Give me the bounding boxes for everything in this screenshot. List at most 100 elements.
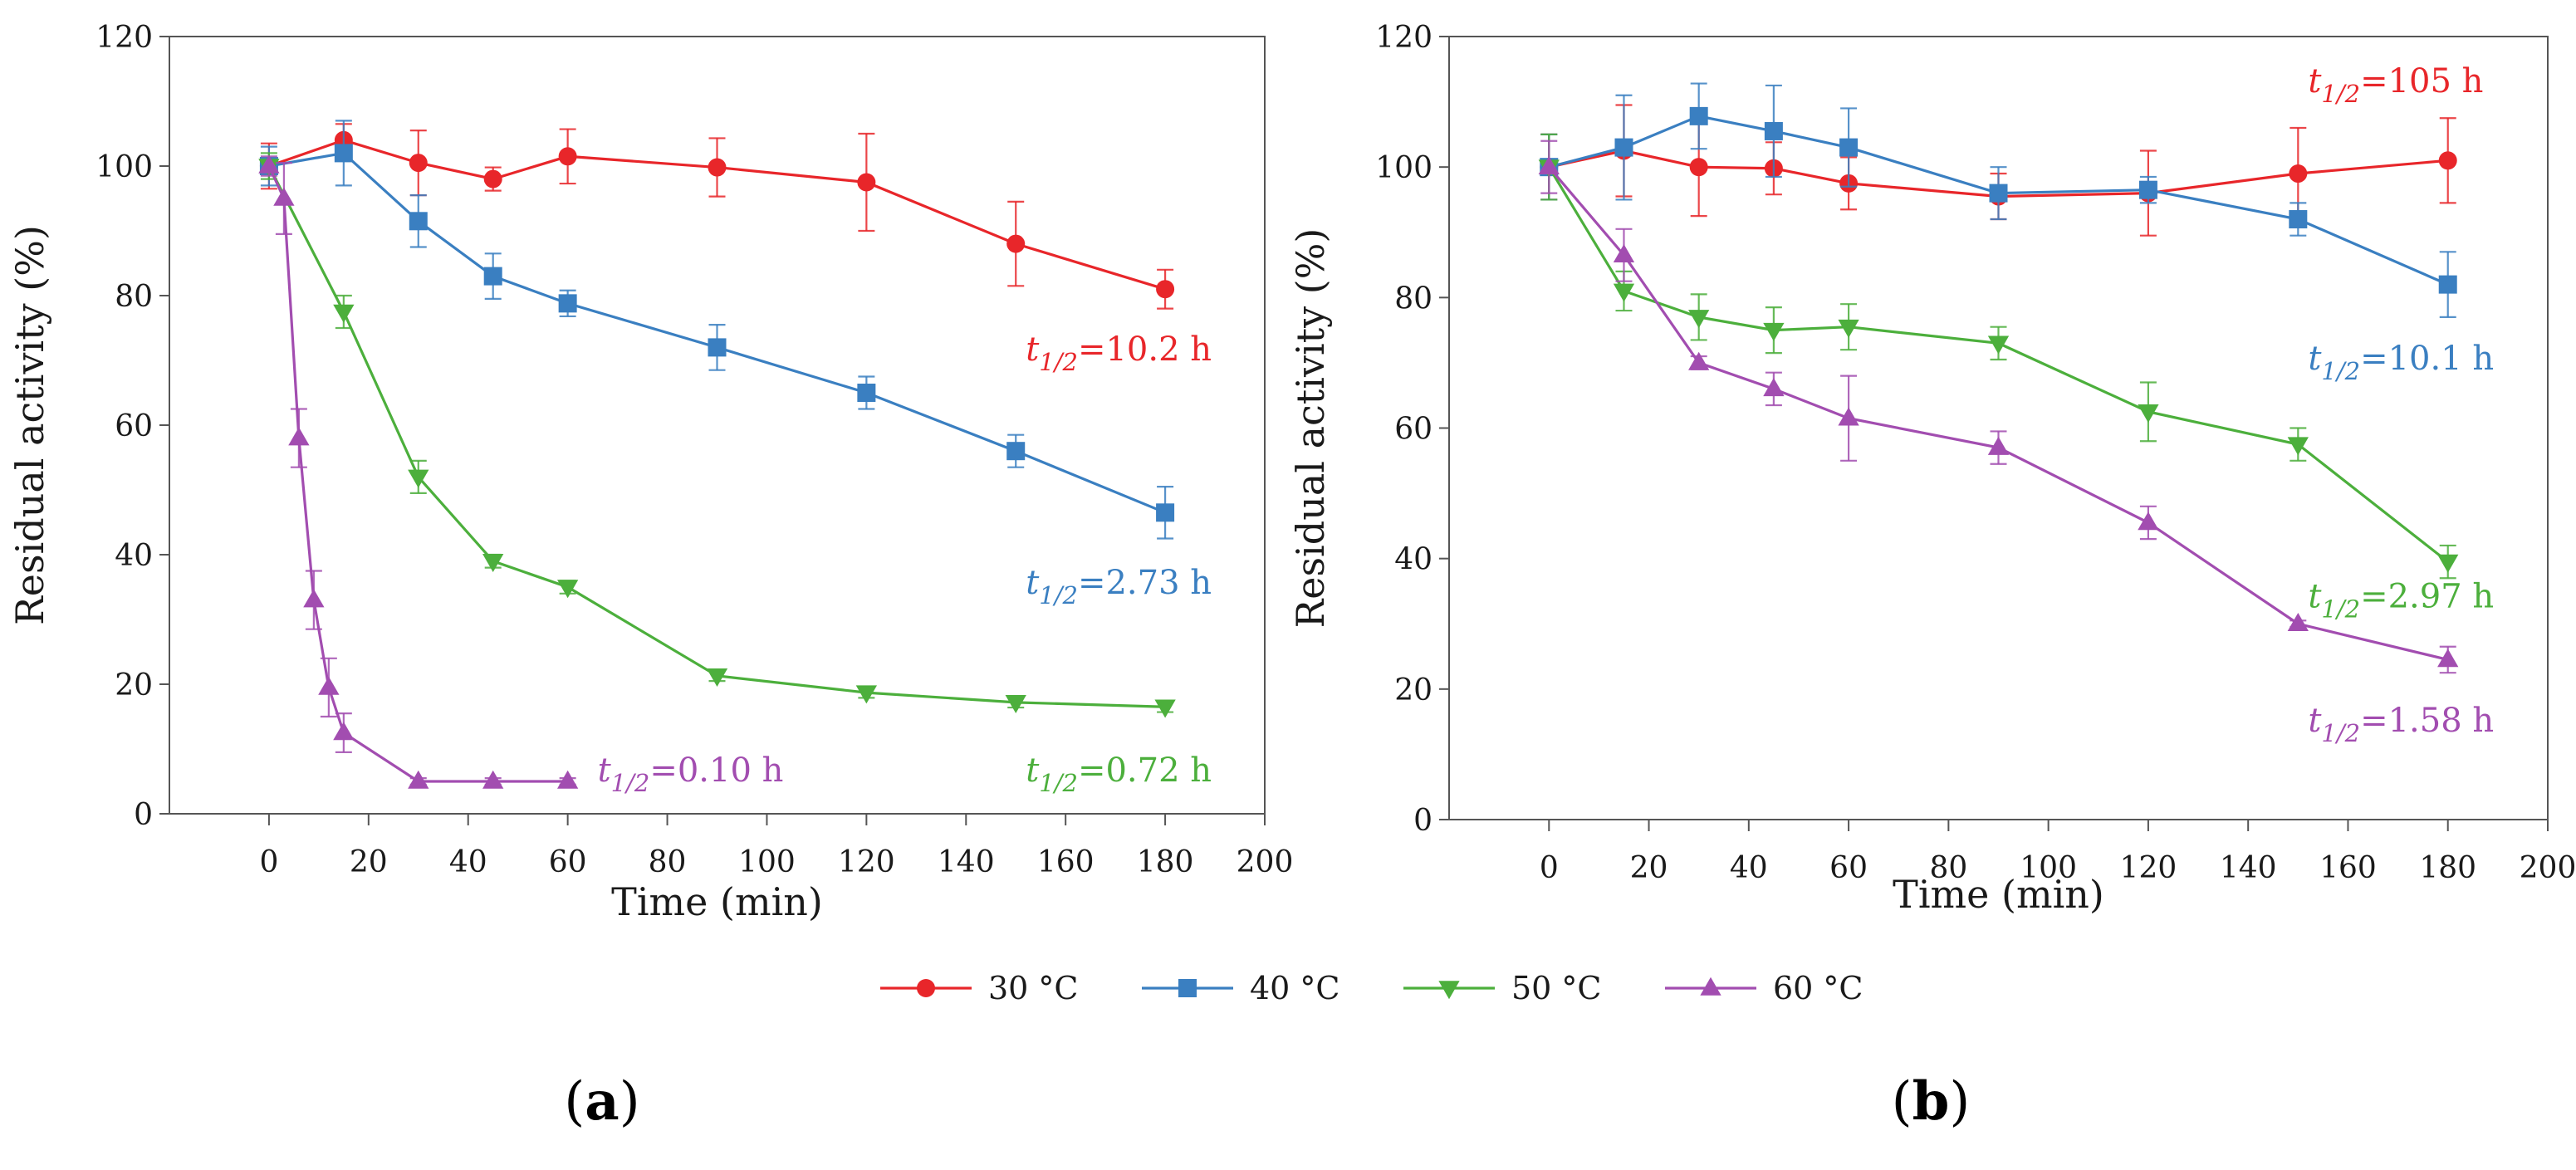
data-point [334,144,353,163]
legend: 30 °C 40 °C 50 °C 60 °C [880,970,1863,1006]
series-60C [258,154,579,789]
x-tick-label: 120 [2120,851,2177,885]
data-point [1156,280,1175,299]
data-point [2289,210,2308,229]
half-life-label: t1/2=2.97 h [2308,578,2494,624]
legend-entry: 50 °C [1403,970,1602,1006]
x-tick-label: 200 [2520,851,2576,885]
data-point [1538,155,1560,174]
series-50C [1538,133,2459,580]
y-tick-label: 0 [134,798,153,832]
data-point [288,427,310,446]
panel-label-a: (a) [564,1070,639,1133]
half-life-label: t1/2=105 h [2308,62,2483,108]
data-point [2438,151,2457,170]
y-tick-label: 0 [1413,804,1432,838]
x-tick-label: 80 [649,845,687,879]
data-point [1763,322,1785,341]
y-tick-label: 80 [115,280,153,314]
data-point [483,267,502,286]
data-point [1689,106,1708,125]
legend-entry: 30 °C [880,970,1079,1006]
x-tick-label: 160 [1037,845,1095,879]
data-point [333,304,355,323]
legend-marker [1700,977,1721,996]
data-point [2138,180,2157,199]
data-point [2437,649,2459,668]
x-tick-label: 0 [259,845,278,879]
series-40C [259,120,1175,540]
x-tick-label: 60 [1829,851,1868,885]
x-tick-label: 180 [2419,851,2476,885]
data-point [1688,310,1710,329]
data-point [2437,554,2459,573]
x-tick-label: 120 [838,845,895,879]
data-point [1006,442,1026,461]
y-tick-label: 100 [95,150,153,184]
x-axis-title: Time (min) [611,879,823,924]
y-tick-label: 80 [1394,281,1432,316]
x-tick-label: 100 [738,845,796,879]
data-point [1838,407,1859,426]
data-point [483,169,502,188]
data-point [2138,512,2159,531]
x-tick-label: 20 [1630,851,1668,885]
panel-a-chart: 0 20 40 60 80 100 120 0 20 40 60 80 100 120 140 160 180 2… [7,21,1293,924]
data-point [273,187,295,206]
y-tick-label: 120 [95,21,153,55]
legend-marker [1178,979,1197,997]
data-point [409,212,428,231]
data-point [1764,121,1783,140]
half-life-label: t1/2=10.1 h [2308,340,2494,385]
data-point [408,770,429,789]
series-30C [259,123,1175,310]
data-point [2287,613,2309,632]
y-tick-label: 40 [1394,543,1432,577]
data-point [1613,283,1635,302]
x-tick-label: 140 [2220,851,2277,885]
data-point [1156,503,1175,522]
x-tick-label: 40 [449,845,487,879]
half-life-label: t1/2=0.10 h [598,751,784,797]
half-life-label: t1/2=10.2 h [1026,330,1212,376]
data-point [1987,436,2010,455]
x-tick-label: 80 [1929,851,1967,885]
data-point [558,294,577,313]
y-axis-title: Residual activity (%) [7,225,52,625]
data-point [857,384,876,402]
data-point [318,676,340,695]
legend-entry: 60 °C [1665,970,1863,1006]
half-life-label: t1/2=2.73 h [1026,564,1212,609]
data-point [1987,335,2010,355]
legend-marker [917,979,935,997]
legend-label: 50 °C [1511,970,1602,1006]
half-life-label: t1/2=1.58 h [2308,702,2494,747]
data-point [2289,164,2308,184]
data-point [482,554,504,572]
data-point [558,147,577,166]
data-point [706,668,728,688]
data-point [708,338,727,357]
data-point [1005,695,1026,714]
data-point [855,685,878,704]
data-point [1838,319,1859,338]
series-60C [1538,140,2459,674]
legend-label: 60 °C [1773,970,1863,1006]
x-tick-label: 60 [549,845,587,879]
data-point [556,770,579,789]
data-point [2287,437,2309,456]
y-tick-label: 20 [115,668,153,702]
x-tick-label: 180 [1137,845,1194,879]
data-point [2438,275,2457,294]
y-tick-label: 20 [1394,673,1432,707]
panel-b-chart: 0 20 40 60 80 100 120 0 20 40 60 80 100 120 140 160 180 2… [1288,21,2576,917]
data-point [1839,138,1859,157]
half-life-label: t1/2=0.72 h [1026,751,1212,797]
data-point [708,158,727,177]
legend-label: 40 °C [1250,970,1340,1006]
legend-entry: 40 °C [1142,970,1340,1006]
x-tick-label: 160 [2319,851,2377,885]
x-axis-title: Time (min) [1893,872,2104,917]
data-point [408,469,429,488]
data-point [1688,351,1710,370]
